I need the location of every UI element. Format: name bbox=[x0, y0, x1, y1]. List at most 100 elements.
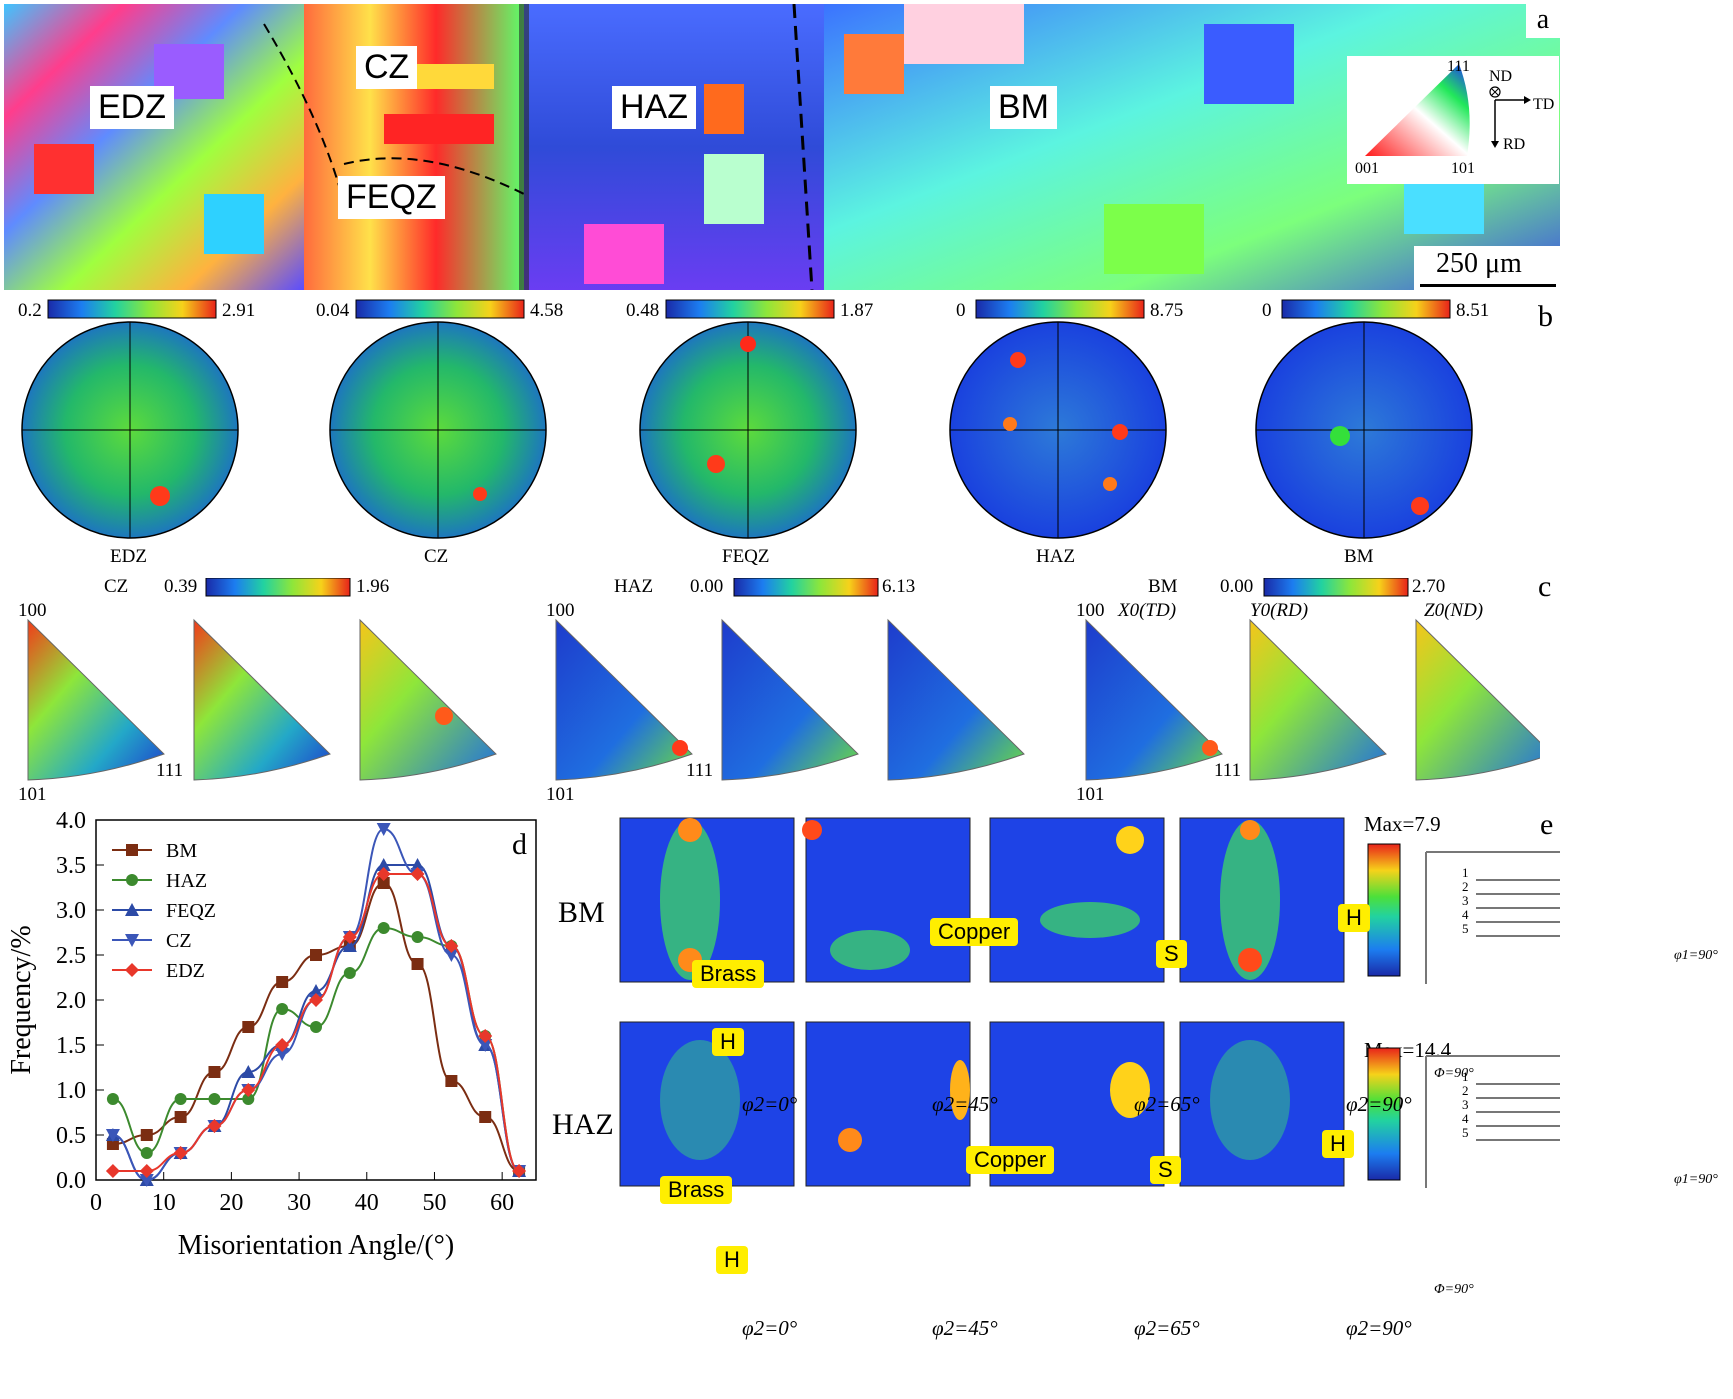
callout-bm-h-low: H bbox=[712, 1028, 744, 1056]
y-tick-label: 1.5 bbox=[56, 1033, 86, 1059]
legend-label-cz: CZ bbox=[166, 930, 192, 952]
y-tick-label: 1.0 bbox=[56, 1078, 86, 1104]
data-point-haz bbox=[174, 1093, 187, 1105]
td-label: TD bbox=[1533, 96, 1555, 113]
odf-key-2: 2 bbox=[1462, 879, 1469, 894]
odf-key-1: 1 bbox=[1462, 865, 1469, 880]
y-tick-label: 2.5 bbox=[56, 943, 86, 969]
odf-max-bm: Max=7.9 bbox=[1364, 812, 1441, 836]
x-tick-label: 40 bbox=[355, 1190, 379, 1216]
ebsd-map: EDZ CZ FEQZ HAZ BM 111 bbox=[4, 3, 1560, 291]
pf-feqz-max: 1.87 bbox=[840, 300, 874, 321]
scale-bar-text: 250 μm bbox=[1436, 248, 1522, 279]
ipf-111-label: 111 bbox=[1447, 58, 1470, 75]
odf-row-label-bm: BM bbox=[558, 896, 605, 929]
data-point-edz bbox=[105, 1164, 120, 1178]
data-point-bm bbox=[479, 1111, 492, 1123]
data-point-edz bbox=[275, 1038, 290, 1052]
odf-key-top-bm: φ1=90° bbox=[1674, 948, 1718, 963]
legend-label-bm: BM bbox=[166, 840, 197, 862]
callout-bm-s: S bbox=[1156, 940, 1187, 968]
pf-cz-max: 4.58 bbox=[530, 300, 564, 321]
ipf-bm-group-label: BM bbox=[1148, 576, 1178, 597]
data-point-haz bbox=[140, 1147, 153, 1159]
data-point-edz bbox=[478, 1029, 493, 1043]
data-point-cz bbox=[478, 1039, 493, 1052]
data-point-feqz bbox=[342, 939, 357, 952]
x-tick-label: 50 bbox=[422, 1190, 446, 1216]
data-point-edz bbox=[342, 930, 357, 944]
series-line-edz bbox=[112, 873, 520, 1172]
legend-label-edz: EDZ bbox=[166, 960, 205, 982]
odf-panels bbox=[619, 817, 1345, 1187]
data-point-feqz bbox=[410, 858, 425, 871]
panel-letter-b: b bbox=[1538, 300, 1553, 333]
ipf-cz-111: 111 bbox=[156, 760, 184, 781]
y-tick-label: 3.0 bbox=[56, 898, 86, 924]
legend-label-haz: HAZ bbox=[166, 870, 207, 892]
odf-key-4: 4 bbox=[1462, 907, 1469, 922]
data-point-bm bbox=[208, 1066, 221, 1078]
y-tick-label: 4.0 bbox=[56, 808, 86, 834]
data-point-haz bbox=[377, 922, 390, 934]
pf-bm-label: BM bbox=[1344, 546, 1374, 567]
odf-key-2: 2 bbox=[1462, 1083, 1469, 1098]
data-point-bm bbox=[140, 1129, 153, 1141]
panel-letter-c: c bbox=[1538, 570, 1552, 603]
ipf-cz-group-label: CZ bbox=[104, 576, 129, 597]
pf-bm-max: 8.51 bbox=[1456, 300, 1490, 321]
odf-key-5: 5 bbox=[1462, 921, 1469, 936]
y-tick-label: 0.0 bbox=[56, 1168, 86, 1194]
pf-bm-min: 0 bbox=[1262, 300, 1272, 321]
panel-letter-e: e bbox=[1540, 808, 1554, 841]
x-tick-label: 30 bbox=[287, 1190, 311, 1216]
legend-marker-feqz bbox=[125, 903, 139, 916]
x-axis-label: Misorientation Angle/(°) bbox=[178, 1230, 454, 1261]
data-point-feqz bbox=[309, 984, 323, 997]
ipf-color-key: 111 001 101 ND TD RD bbox=[1347, 56, 1559, 184]
data-point-haz bbox=[310, 1021, 322, 1033]
x-tick-label: 10 bbox=[152, 1190, 176, 1216]
data-point-haz bbox=[208, 1093, 221, 1105]
pf-colorbars bbox=[47, 299, 1451, 319]
zone-label-cz: CZ bbox=[356, 46, 418, 89]
legend-marker-cz bbox=[125, 934, 139, 947]
pf-cz-min: 0.04 bbox=[316, 300, 350, 321]
ipf-haz-100: 100 bbox=[546, 600, 575, 621]
pf-circles bbox=[21, 321, 1473, 539]
data-point-edz bbox=[173, 1146, 188, 1160]
data-point-bm bbox=[377, 877, 390, 889]
y-tick-label: 3.5 bbox=[56, 853, 86, 879]
data-point-cz bbox=[376, 823, 391, 836]
odf-row-label-haz: HAZ bbox=[552, 1108, 614, 1141]
ipf-cz-min: 0.39 bbox=[164, 576, 198, 597]
y-tick-label: 2.0 bbox=[56, 988, 86, 1014]
ipf-cz-101: 101 bbox=[18, 784, 47, 805]
callout-haz-copper: Copper bbox=[966, 1146, 1055, 1174]
phi-label-haz-65: φ2=65° bbox=[1134, 1316, 1200, 1340]
data-point-bm bbox=[310, 949, 322, 961]
ipf-axis-z: Z0(ND) bbox=[1424, 600, 1484, 621]
data-point-haz bbox=[276, 1003, 289, 1015]
pole-figures bbox=[21, 299, 1473, 539]
x-tick-label: 0 bbox=[90, 1190, 102, 1216]
odf-key-3: 3 bbox=[1462, 1097, 1469, 1112]
data-point-edz bbox=[512, 1164, 527, 1178]
data-point-cz bbox=[139, 1174, 154, 1187]
y-tick-label: 0.5 bbox=[56, 1123, 86, 1149]
data-point-feqz bbox=[241, 1065, 256, 1078]
ipf-haz-max: 6.13 bbox=[882, 576, 916, 597]
odf-key-4: 4 bbox=[1462, 1111, 1469, 1126]
rd-label: RD bbox=[1503, 136, 1526, 153]
panel-letter-d: d bbox=[512, 828, 527, 861]
odf-key-bottom-bm: Φ=90° bbox=[1434, 1066, 1474, 1081]
zone-label-edz: EDZ bbox=[90, 86, 174, 129]
pf-haz-min: 0 bbox=[956, 300, 966, 321]
callout-haz-h-top: H bbox=[1322, 1130, 1354, 1158]
ipf-bm-101: 101 bbox=[1076, 784, 1105, 805]
pf-edz-label: EDZ bbox=[110, 546, 147, 567]
legend-label-feqz: FEQZ bbox=[166, 900, 216, 922]
phi-label-bm-65: φ2=65° bbox=[1134, 1092, 1200, 1116]
y-axis-label: Frequency/% bbox=[6, 925, 37, 1074]
ipf-cz-max: 1.96 bbox=[356, 576, 390, 597]
